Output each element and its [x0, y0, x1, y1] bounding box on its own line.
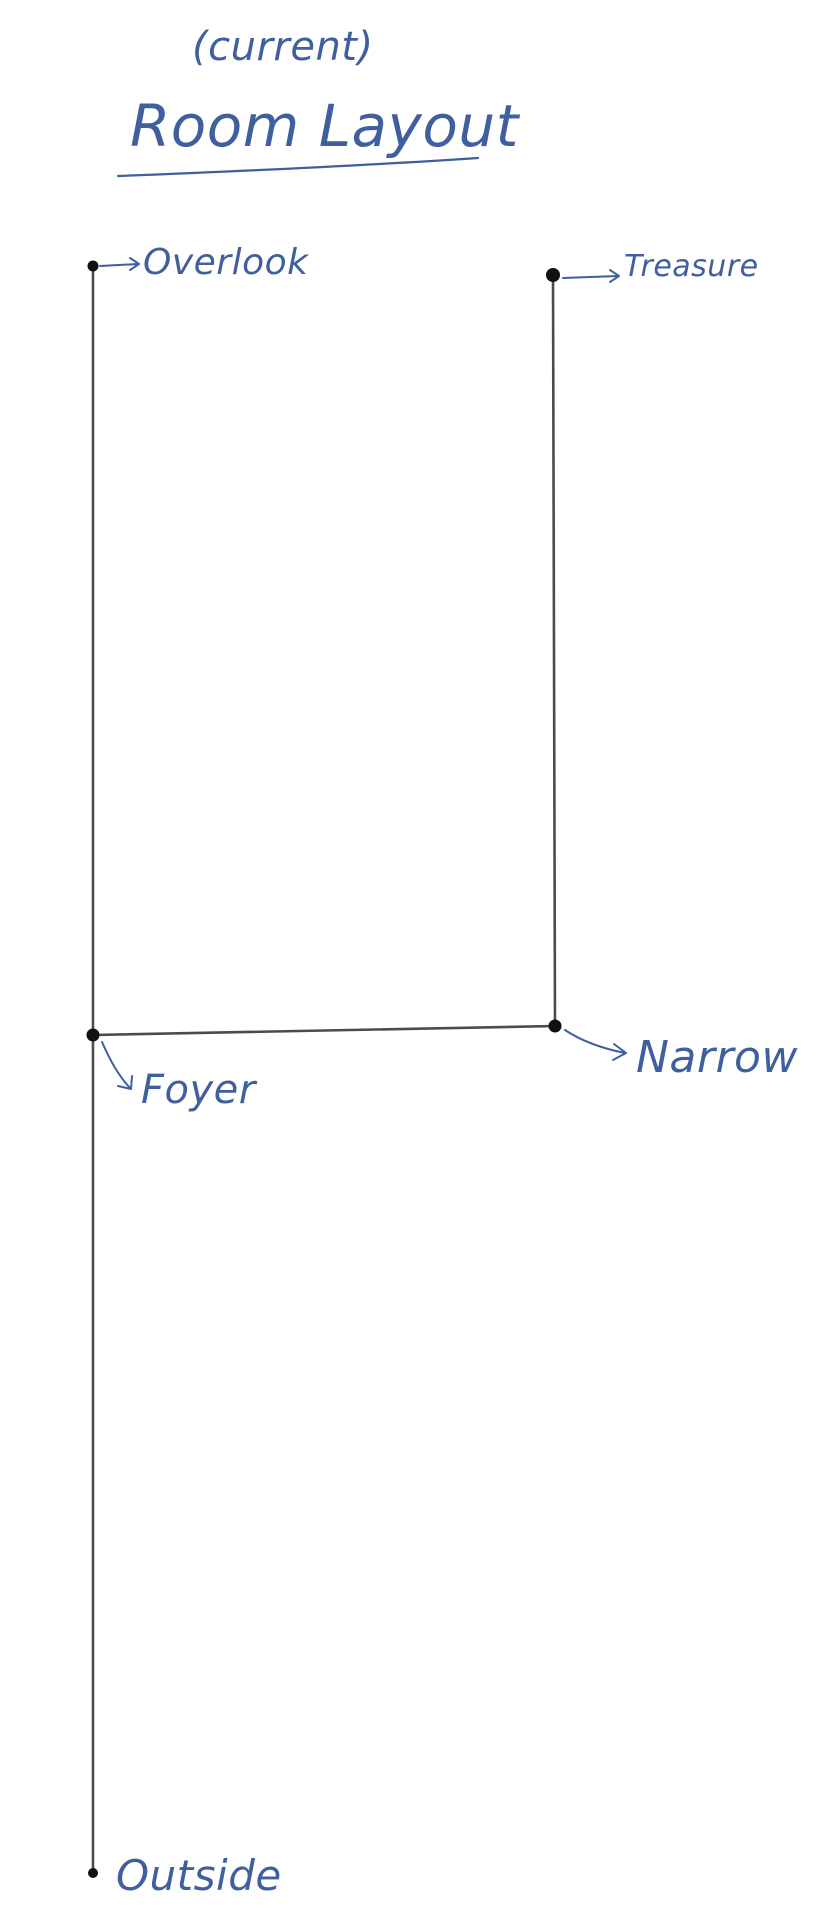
node-foyer	[86, 1028, 100, 1042]
label-foyer: Foyer	[141, 1067, 258, 1113]
node-narrow	[548, 1019, 562, 1033]
label-narrow: Narrow	[636, 1032, 798, 1083]
label-outside: Outside	[116, 1851, 282, 1900]
arrow-treasure-icon	[562, 269, 620, 283]
arrow-foyer-icon	[101, 1041, 133, 1090]
label-treasure: Treasure	[624, 249, 759, 284]
label-overlook: Overlook	[143, 242, 310, 283]
arrow-narrow-icon	[564, 1029, 627, 1061]
node-overlook	[87, 260, 99, 272]
node-outside	[88, 1868, 98, 1878]
heading-underline	[116, 156, 480, 178]
edge-foyer-narrow	[91, 1024, 557, 1037]
heading-subtitle: (current)	[192, 24, 374, 70]
node-treasure	[546, 268, 560, 282]
edge-narrow-treasure	[551, 273, 557, 1028]
heading-title: Room Layout	[130, 92, 521, 160]
arrow-overlook-icon	[99, 257, 140, 271]
